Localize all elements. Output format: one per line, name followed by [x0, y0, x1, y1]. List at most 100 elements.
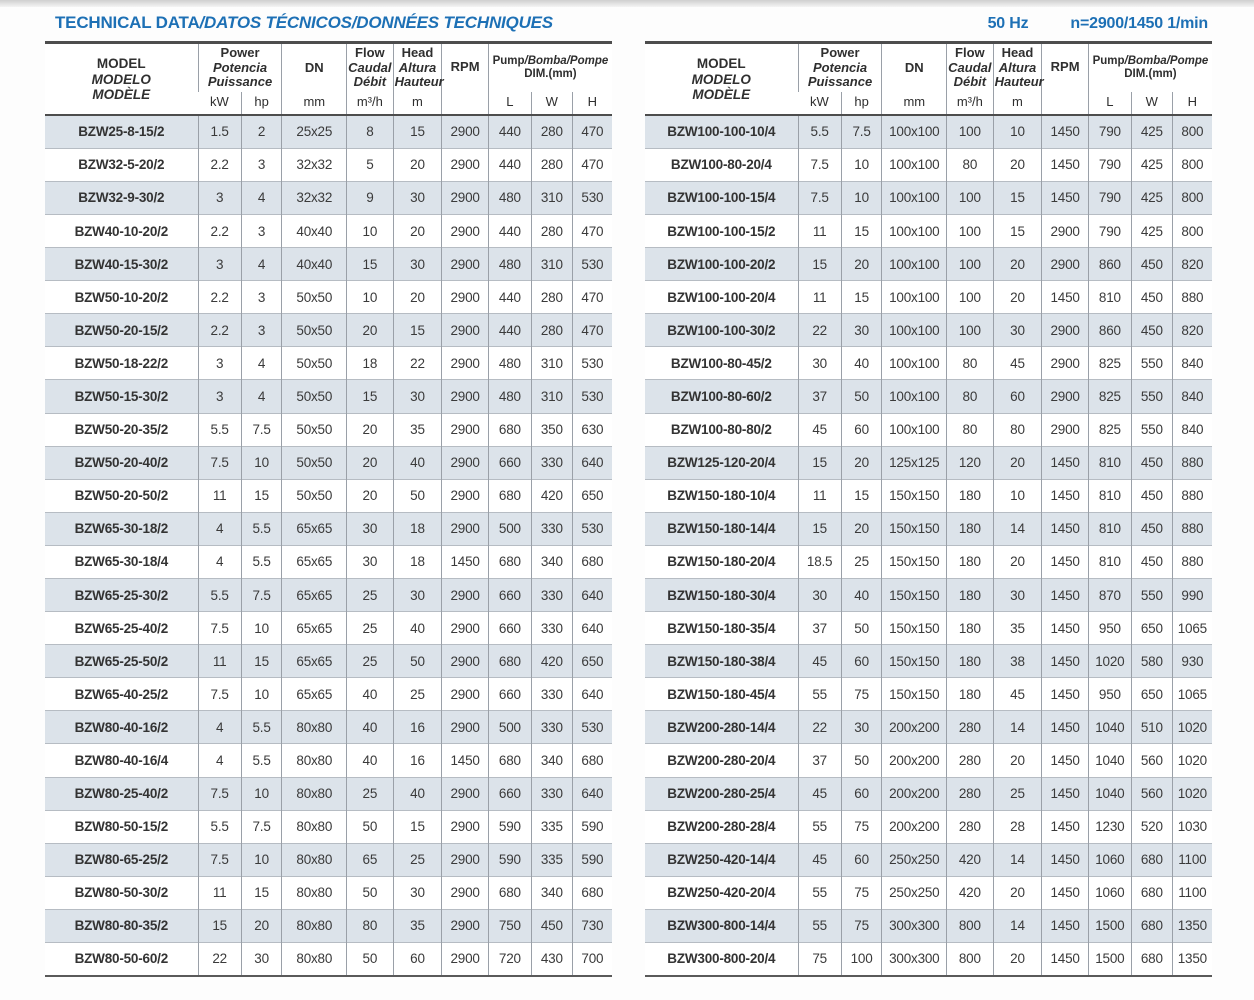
value-cell: 430 — [530, 942, 573, 976]
value-cell: 880 — [1171, 511, 1212, 546]
value-cell: 2900 — [1041, 313, 1089, 347]
model-cell: BZW40-15-30/2 — [45, 247, 199, 281]
value-cell: 1450 — [1041, 710, 1089, 744]
table-row: BZW150-180-10/4 11 15 150x150 180 10 1450 810 45… — [645, 478, 1212, 513]
value-cell: 1040 — [1087, 776, 1132, 811]
value-cell: 55 — [797, 875, 842, 910]
value-cell: 5.5 — [240, 710, 282, 744]
tables-container: MODEL MODELO MODÈLE Power Potencia Puiss… — [0, 39, 1254, 977]
unit-mm: mm — [881, 91, 947, 116]
value-cell: 20 — [346, 445, 394, 480]
value-cell: 100 — [946, 115, 994, 149]
value-cell: 500 — [487, 710, 532, 744]
value-cell: 50 — [346, 942, 394, 976]
value-cell: 650 — [1130, 677, 1173, 711]
value-cell: 825 — [1087, 346, 1132, 380]
value-cell: 35 — [392, 412, 442, 447]
value-cell: 7.5 — [797, 147, 842, 182]
value-cell: 790 — [1087, 147, 1132, 182]
value-cell: 440 — [487, 115, 532, 149]
value-cell: 2900 — [441, 809, 489, 844]
value-cell: 5.5 — [197, 809, 242, 844]
model-cell: BZW80-50-30/2 — [45, 875, 199, 910]
value-cell: 2900 — [441, 842, 489, 877]
value-cell: 860 — [1087, 313, 1132, 347]
value-cell: 1230 — [1087, 809, 1132, 844]
model-cell: BZW50-20-40/2 — [45, 445, 199, 480]
value-cell: 30 — [240, 942, 282, 976]
power-label-en: Power — [220, 45, 260, 60]
value-cell: 40 — [346, 677, 394, 711]
value-cell: 660 — [487, 445, 532, 480]
value-cell: 510 — [1130, 710, 1173, 744]
value-cell: 530 — [571, 710, 612, 744]
value-cell: 2.2 — [197, 147, 242, 182]
value-cell: 1450 — [1041, 875, 1089, 910]
model-cell: BZW50-10-20/2 — [45, 280, 199, 314]
table-row: BZW100-80-60/2 37 50 100x100 80 60 2900 825 550 8… — [645, 379, 1212, 414]
value-cell: 3 — [240, 213, 282, 248]
value-cell: 450 — [1130, 247, 1173, 281]
value-cell: 22 — [797, 710, 842, 744]
table-row: BZW80-80-35/2 15 20 80x80 80 35 2900 750 450 730 — [45, 908, 612, 943]
value-cell: 1100 — [1171, 842, 1212, 877]
value-cell: 590 — [487, 842, 532, 877]
value-cell: 200x200 — [881, 776, 947, 811]
value-cell: 450 — [1130, 313, 1173, 347]
table-row: BZW300-800-14/4 55 75 300x300 800 14 1450 1500 6… — [645, 908, 1212, 943]
model-cell: BZW100-80-80/2 — [645, 412, 799, 447]
col-header-pump-dim: Pump/Bomba/Pompe DIM.(mm) — [487, 42, 612, 92]
value-cell: 15 — [240, 644, 282, 678]
value-cell: 500 — [487, 511, 532, 546]
value-cell: 50x50 — [281, 346, 347, 380]
value-cell: 2900 — [1041, 346, 1089, 380]
value-cell: 280 — [530, 213, 573, 248]
table-row: BZW200-280-25/4 45 60 200x200 280 25 1450 1040 5… — [645, 776, 1212, 811]
value-cell: 310 — [530, 180, 573, 215]
page-title: TECHNICAL DATA/DATOS TÉCNICOS/DONNÉES TE… — [55, 13, 553, 33]
value-cell: 280 — [530, 313, 573, 347]
table-row: BZW25-8-15/2 1.5 2 25x25 8 15 2900 440 280 470 — [45, 115, 612, 149]
value-cell: 810 — [1087, 478, 1132, 513]
table-row: BZW50-20-15/2 2.2 3 50x50 20 15 2900 440 280 470 — [45, 313, 612, 347]
value-cell: 37 — [797, 743, 842, 778]
value-cell: 125x125 — [881, 445, 947, 480]
value-cell: 880 — [1171, 445, 1212, 480]
value-cell: 20 — [840, 247, 882, 281]
head-label-fr: Hauteur — [394, 74, 444, 90]
value-cell: 180 — [946, 677, 994, 711]
value-cell: 1450 — [1041, 180, 1089, 215]
flow-label-es: Caudal — [348, 59, 392, 75]
value-cell: 32x32 — [281, 180, 347, 215]
unit-m: m — [992, 91, 1042, 116]
value-cell: 750 — [487, 908, 532, 943]
value-cell: 2900 — [1041, 247, 1089, 281]
model-cell: BZW100-100-10/4 — [645, 115, 799, 149]
table-row: BZW100-100-20/4 11 15 100x100 100 20 1450 810 45… — [645, 280, 1212, 314]
value-cell: 11 — [797, 478, 842, 513]
value-cell: 3 — [197, 379, 242, 414]
table-row: BZW250-420-20/4 55 75 250x250 420 20 1450 1060 6… — [645, 875, 1212, 910]
value-cell: 300x300 — [881, 908, 947, 943]
value-cell: 480 — [487, 180, 532, 215]
value-cell: 680 — [571, 544, 612, 579]
value-cell: 3 — [240, 147, 282, 182]
value-cell: 640 — [571, 577, 612, 612]
value-cell: 5.5 — [797, 115, 842, 149]
value-cell: 280 — [946, 710, 994, 744]
model-cell: BZW100-80-60/2 — [645, 379, 799, 414]
value-cell: 420 — [946, 875, 994, 910]
value-cell: 1450 — [441, 743, 489, 778]
value-cell: 2900 — [441, 412, 489, 447]
value-cell: 40x40 — [281, 213, 347, 248]
value-cell: 420 — [530, 478, 573, 513]
value-cell: 680 — [487, 412, 532, 447]
value-cell: 2900 — [441, 776, 489, 811]
value-cell: 45 — [797, 842, 842, 877]
value-cell: 2900 — [1041, 412, 1089, 447]
value-cell: 450 — [1130, 511, 1173, 546]
table-row: BZW200-280-28/4 55 75 200x200 280 28 1450 1230 5… — [645, 809, 1212, 844]
value-cell: 10 — [240, 776, 282, 811]
value-cell: 280 — [946, 809, 994, 844]
col-header-power: Power Potencia Puissance — [197, 42, 282, 92]
